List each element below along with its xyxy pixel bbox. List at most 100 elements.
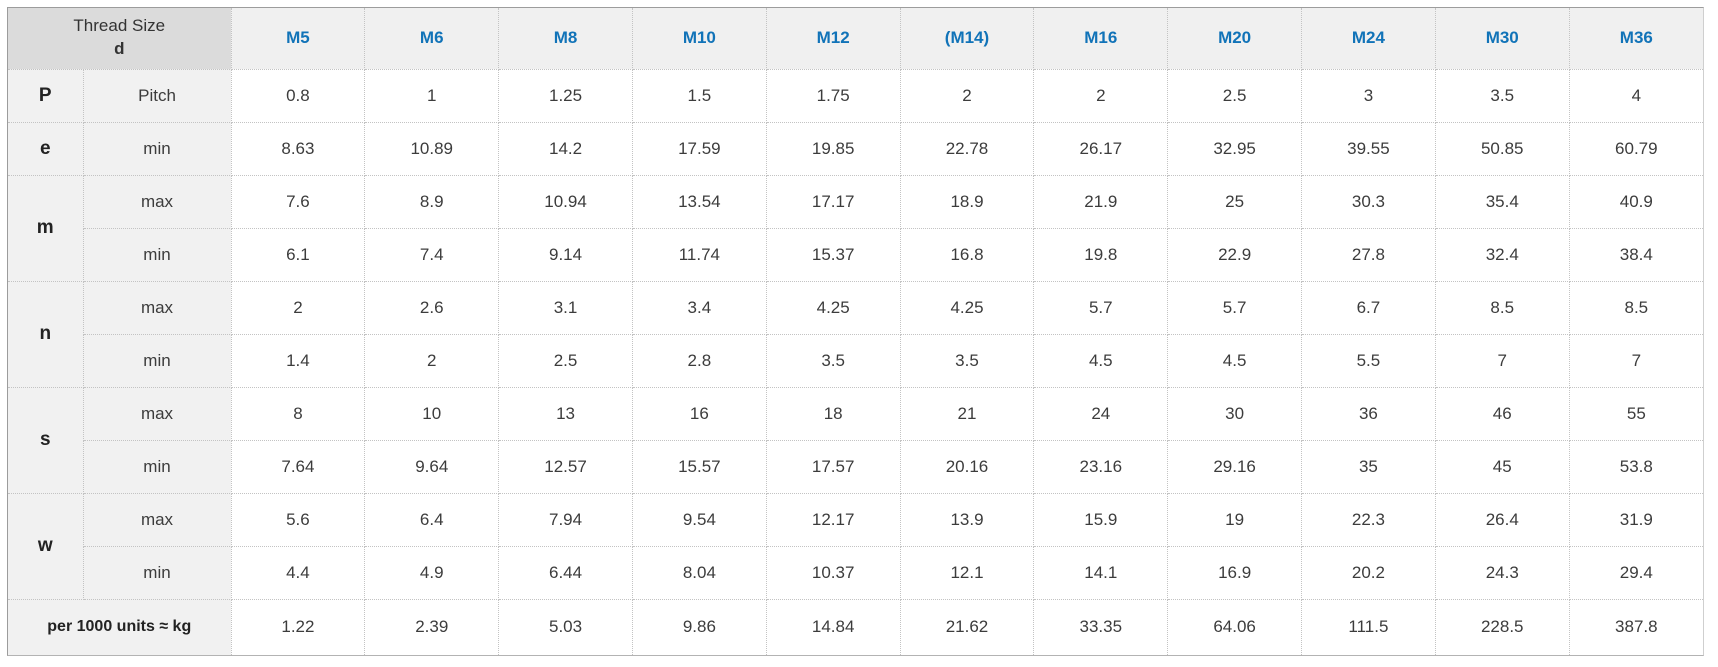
header-row: Thread Size d M5 M6 M8 M10 M12 (M14) M16 M20 M24… [8,8,1703,70]
value-cell: 16.9 [1167,545,1303,600]
row-label: max [82,174,232,229]
value-cell: 22.3 [1301,492,1436,547]
value-cell: 46 [1434,386,1570,441]
value-cell: 13.54 [631,174,767,229]
value-cell: 6.1 [230,227,366,282]
value-cell: 6.4 [364,492,500,547]
value-cell: 16.8 [899,227,1035,282]
value-cell: 4.25 [899,280,1035,335]
value-cell: 22.78 [899,121,1035,176]
value-cell: 3 [1301,68,1436,123]
corner-symbol: d [114,39,125,59]
value-cell: 4.5 [1167,333,1303,388]
value-cell: 12.17 [765,492,901,547]
row-letter-P: P [8,68,84,123]
value-cell: 50.85 [1434,121,1570,176]
value-cell: 7.4 [364,227,500,282]
value-cell: 22.9 [1167,227,1303,282]
weight-value-cell: 111.5 [1301,598,1436,655]
weight-row: per 1000 units ≈ kg 1.22 2.39 5.03 9.86 14.84… [8,598,1703,655]
value-cell: 39.55 [1301,121,1436,176]
value-cell: 4.25 [765,280,901,335]
value-cell: 2 [1033,68,1169,123]
value-cell: 17.17 [765,174,901,229]
value-cell: 38.4 [1568,227,1703,282]
value-cell: 2.6 [364,280,500,335]
value-cell: 4.5 [1033,333,1169,388]
value-cell: 6.44 [498,545,633,600]
value-cell: 4.4 [230,545,366,600]
value-cell: 12.57 [498,439,633,494]
value-cell: 12.1 [899,545,1035,600]
value-cell: 35.4 [1434,174,1570,229]
column-header-m24: M24 [1301,8,1436,70]
value-cell: 26.4 [1434,492,1570,547]
value-cell: 31.9 [1568,492,1703,547]
value-cell: 55 [1568,386,1703,441]
table-row-s-min: min 7.64 9.64 12.57 15.57 17.57 20.16 23.16 29.1… [8,439,1703,494]
value-cell: 53.8 [1568,439,1703,494]
value-cell: 1.4 [230,333,366,388]
value-cell: 2.5 [498,333,633,388]
value-cell: 35 [1301,439,1436,494]
value-cell: 6.7 [1301,280,1436,335]
value-cell: 4 [1568,68,1703,123]
value-cell: 1.75 [765,68,901,123]
value-cell: 8.9 [364,174,500,229]
value-cell: 15.9 [1033,492,1169,547]
weight-value-cell: 2.39 [364,598,500,655]
value-cell: 36 [1301,386,1436,441]
corner-header-cell: Thread Size d [8,8,232,70]
value-cell: 29.16 [1167,439,1303,494]
value-cell: 11.74 [631,227,767,282]
value-cell: 20.2 [1301,545,1436,600]
value-cell: 7.6 [230,174,366,229]
value-cell: 3.1 [498,280,633,335]
value-cell: 40.9 [1568,174,1703,229]
value-cell: 2.8 [631,333,767,388]
value-cell: 8.5 [1434,280,1570,335]
row-label: max [82,386,232,441]
column-header-m6: M6 [364,8,500,70]
row-label: min [82,227,232,282]
column-header-m10: M10 [631,8,767,70]
value-cell: 1.5 [631,68,767,123]
value-cell: 8 [230,386,366,441]
value-cell: 16 [631,386,767,441]
value-cell: 5.7 [1033,280,1169,335]
row-label: min [82,545,232,600]
value-cell: 30.3 [1301,174,1436,229]
value-cell: 14.2 [498,121,633,176]
value-cell: 4.9 [364,545,500,600]
weight-value-cell: 387.8 [1568,598,1703,655]
value-cell: 25 [1167,174,1303,229]
weight-value-cell: 228.5 [1434,598,1570,655]
value-cell: 13.9 [899,492,1035,547]
value-cell: 15.57 [631,439,767,494]
weight-value-cell: 33.35 [1033,598,1169,655]
row-label: min [82,439,232,494]
value-cell: 3.5 [765,333,901,388]
value-cell: 21 [899,386,1035,441]
weight-value-cell: 21.62 [899,598,1035,655]
value-cell: 3.4 [631,280,767,335]
table-row-w-max: w max 5.6 6.4 7.94 9.54 12.17 13.9 15.9 19 22.3 26.… [8,492,1703,600]
table-row-m-max: m max 7.6 8.9 10.94 13.54 17.17 18.9 21.9 25 30.3 3… [8,174,1703,282]
value-cell: 8.5 [1568,280,1703,335]
value-cell: 0.8 [230,68,366,123]
thread-spec-table: Thread Size d M5 M6 M8 M10 M12 (M14) M16 M20 M24… [8,8,1703,655]
value-cell: 32.4 [1434,227,1570,282]
column-header-m36: M36 [1568,8,1703,70]
column-header-m30: M30 [1434,8,1570,70]
value-cell: 20.16 [899,439,1035,494]
value-cell: 9.64 [364,439,500,494]
value-cell: 7 [1434,333,1570,388]
value-cell: 8.63 [230,121,366,176]
value-cell: 2 [899,68,1035,123]
value-cell: 3.5 [899,333,1035,388]
value-cell: 2 [230,280,366,335]
row-label: min [82,121,232,176]
weight-value-cell: 1.22 [230,598,366,655]
value-cell: 2 [364,333,500,388]
row-label: max [82,280,232,335]
